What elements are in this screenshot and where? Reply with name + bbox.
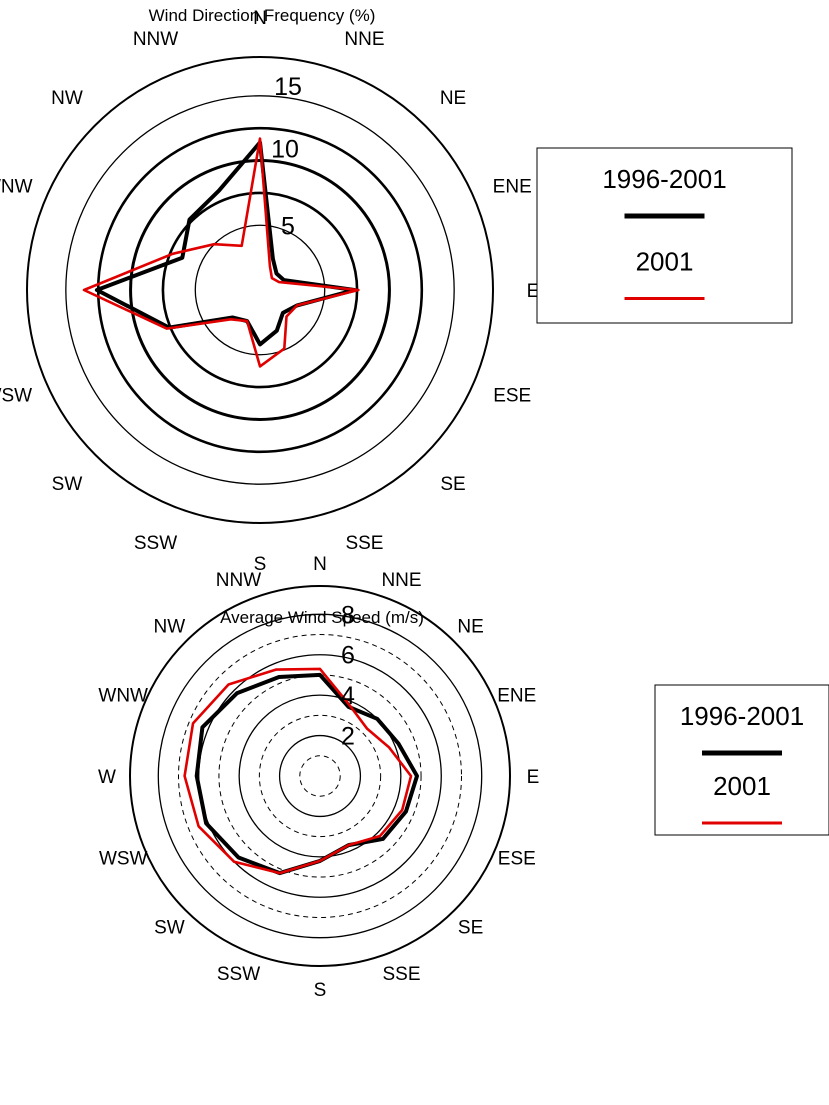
tick-label: 15: [274, 73, 302, 101]
direction-label: WNW: [98, 685, 148, 706]
direction-label: SW: [52, 474, 83, 495]
tick-label: 4: [341, 682, 355, 710]
direction-label: NW: [51, 88, 83, 109]
series-line: [82, 137, 360, 368]
outer-ring: [129, 585, 511, 967]
direction-label: SSW: [134, 533, 177, 554]
legend-label: 2001: [636, 247, 694, 277]
legend-label: 2001: [713, 771, 771, 801]
direction-label: ENE: [493, 177, 532, 198]
legend: 1996-2001 2001: [654, 684, 829, 836]
direction-label: N: [313, 554, 327, 575]
direction-label: S: [254, 554, 267, 575]
direction-label: SE: [440, 474, 465, 495]
direction-label: NE: [440, 88, 466, 109]
direction-label: WNW: [0, 177, 33, 198]
direction-label: N: [253, 8, 267, 29]
grid-ring: [161, 191, 359, 389]
grid-ring: [238, 694, 402, 858]
tick-label: 2: [341, 723, 355, 751]
direction-label: E: [527, 281, 540, 302]
grid-ring: [218, 674, 422, 878]
direction-label: SSE: [382, 964, 420, 985]
direction-label: S: [314, 980, 327, 1001]
grid-ring: [178, 634, 462, 918]
outer-ring: [26, 56, 494, 524]
direction-label: NE: [457, 616, 483, 637]
tick-label: 8: [341, 601, 355, 629]
direction-label: ENE: [497, 685, 536, 706]
direction-label: SE: [458, 918, 483, 939]
direction-label: SW: [154, 918, 185, 939]
direction-label: WSW: [0, 385, 32, 406]
grid-ring: [157, 613, 483, 939]
tick-label: 6: [341, 642, 355, 670]
series-line: [183, 667, 413, 875]
grid-ring: [96, 126, 424, 454]
direction-label: WSW: [99, 849, 148, 870]
legend-label: 1996-2001: [602, 164, 726, 194]
direction-label: NNW: [133, 29, 178, 50]
direction-label: NNW: [216, 570, 261, 591]
grid-ring: [194, 224, 326, 356]
legend-box: [654, 684, 829, 836]
direction-label: NW: [154, 616, 186, 637]
direction-label: ESE: [493, 385, 531, 406]
chart-title: Wind Direction Frequency (%): [149, 6, 376, 25]
legend: 1996-2001 2001: [536, 147, 793, 324]
grid-ring: [258, 714, 382, 838]
direction-label: SSW: [217, 964, 260, 985]
direction-label: SSE: [345, 533, 383, 554]
grid-ring: [278, 734, 362, 818]
grid-ring: [299, 755, 341, 797]
wind-speed-chart: Average Wind Speed (m/s) N NNE NE ENE E ESE SE S…: [98, 554, 829, 1001]
series-line: [94, 140, 357, 347]
grid-ring: [65, 95, 455, 485]
series-line: [194, 672, 419, 876]
legend-label: 1996-2001: [680, 701, 804, 731]
wind-frequency-chart: Wind Direction Frequency (%)NNNENEENEEES…: [0, 6, 793, 575]
direction-label: ESE: [498, 849, 536, 870]
chart-title: Average Wind Speed (m/s): [220, 608, 424, 627]
direction-label: E: [527, 767, 540, 788]
legend-box: [536, 147, 793, 324]
tick-label: 5: [281, 212, 295, 240]
direction-label: W: [98, 767, 116, 788]
direction-label: NNE: [381, 570, 421, 591]
direction-label: NNE: [344, 29, 384, 50]
tick-label: 10: [271, 136, 299, 164]
